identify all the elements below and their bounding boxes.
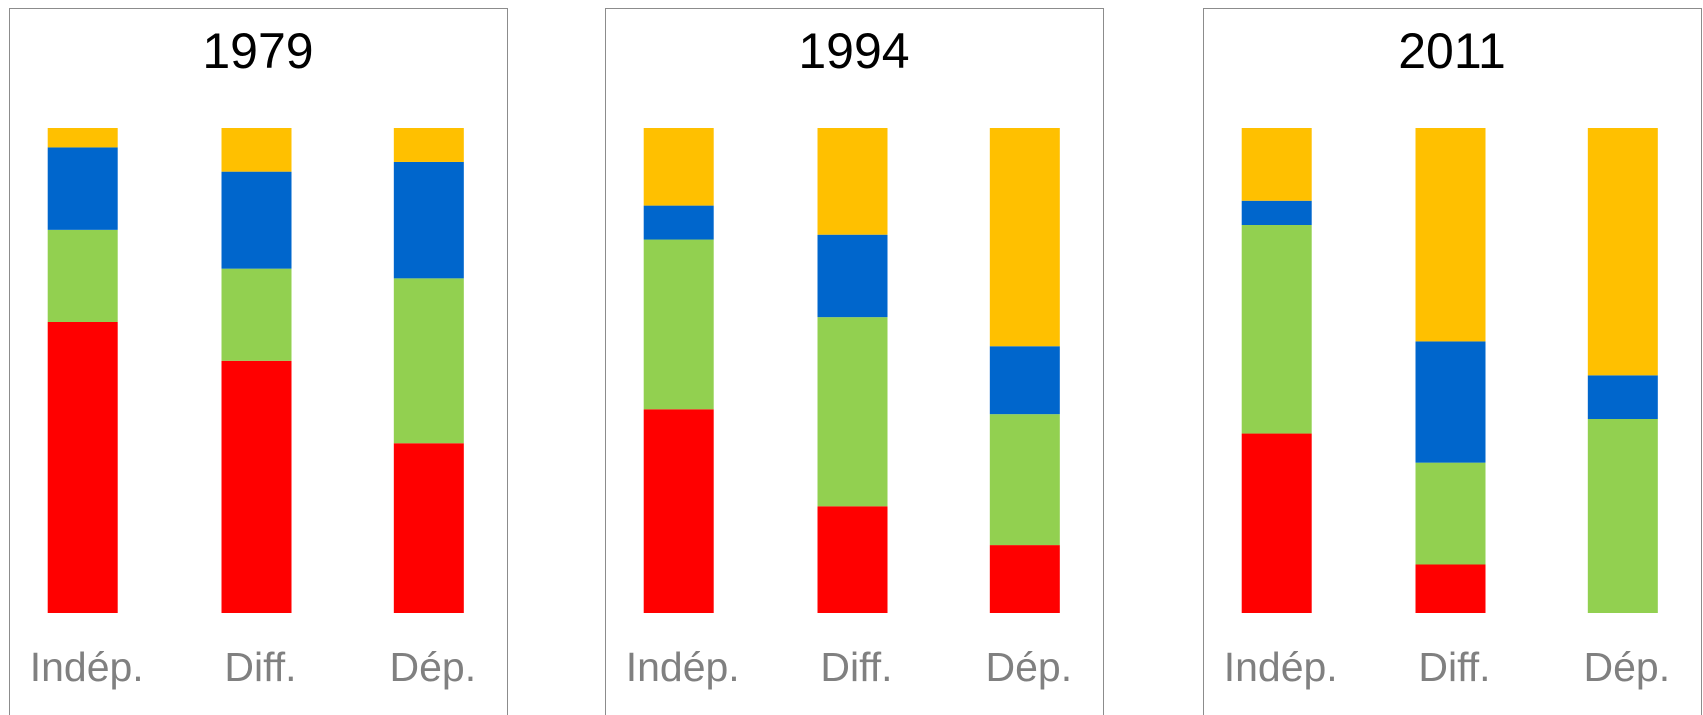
x-tick-label: Indép. — [626, 644, 740, 690]
bar-segment — [1415, 564, 1486, 613]
x-tick-label: Indép. — [30, 644, 144, 690]
x-tick-label: Diff. — [224, 644, 296, 690]
bar-segment — [393, 161, 464, 279]
bar-segment — [989, 414, 1060, 546]
panel-frame — [1203, 8, 1702, 715]
bar-segment — [817, 128, 888, 235]
x-tick-label: Indép. — [1224, 644, 1338, 690]
bar-segment — [1587, 419, 1658, 613]
bar-segment — [47, 322, 118, 613]
bar-segment — [47, 128, 118, 148]
bar-segment — [1241, 128, 1312, 201]
panel-frame — [605, 8, 1104, 715]
bar-segment — [221, 360, 292, 613]
bar-segment — [1587, 128, 1658, 376]
bar-segment — [1241, 433, 1312, 613]
bar-segment — [1415, 462, 1486, 565]
bar-segment — [643, 409, 714, 613]
chart-title: 2011 — [1398, 23, 1506, 79]
bar-segment — [989, 346, 1060, 415]
x-tick-label: Dép. — [390, 644, 477, 690]
bar-segment — [393, 278, 464, 444]
bar-segment — [643, 128, 714, 206]
bar-segment — [1587, 375, 1658, 419]
bar-segment — [643, 239, 714, 410]
bar-segment — [221, 171, 292, 269]
x-tick-label: Diff. — [1418, 644, 1490, 690]
x-tick-label: Dép. — [1584, 644, 1671, 690]
x-tick-label: Dép. — [986, 644, 1073, 690]
panel-frame — [9, 8, 508, 715]
bar-segment — [393, 443, 464, 613]
chart-title: 1979 — [202, 23, 313, 79]
bar-segment — [221, 268, 292, 361]
bar-segment — [817, 506, 888, 613]
bar-segment — [643, 205, 714, 240]
bar-segment — [47, 229, 118, 322]
bar-segment — [1241, 200, 1312, 225]
bar-segment — [1415, 341, 1486, 463]
bar-segment — [989, 545, 1060, 613]
bar-segment — [989, 128, 1060, 347]
bar-segment — [817, 317, 888, 507]
bar-segment — [393, 128, 464, 162]
x-tick-label: Diff. — [820, 644, 892, 690]
bar-segment — [1241, 225, 1312, 434]
bar-segment — [221, 128, 292, 172]
bar-segment — [47, 147, 118, 230]
bar-segment — [817, 234, 888, 318]
chart-title: 1994 — [798, 23, 909, 79]
bar-segment — [1415, 128, 1486, 342]
